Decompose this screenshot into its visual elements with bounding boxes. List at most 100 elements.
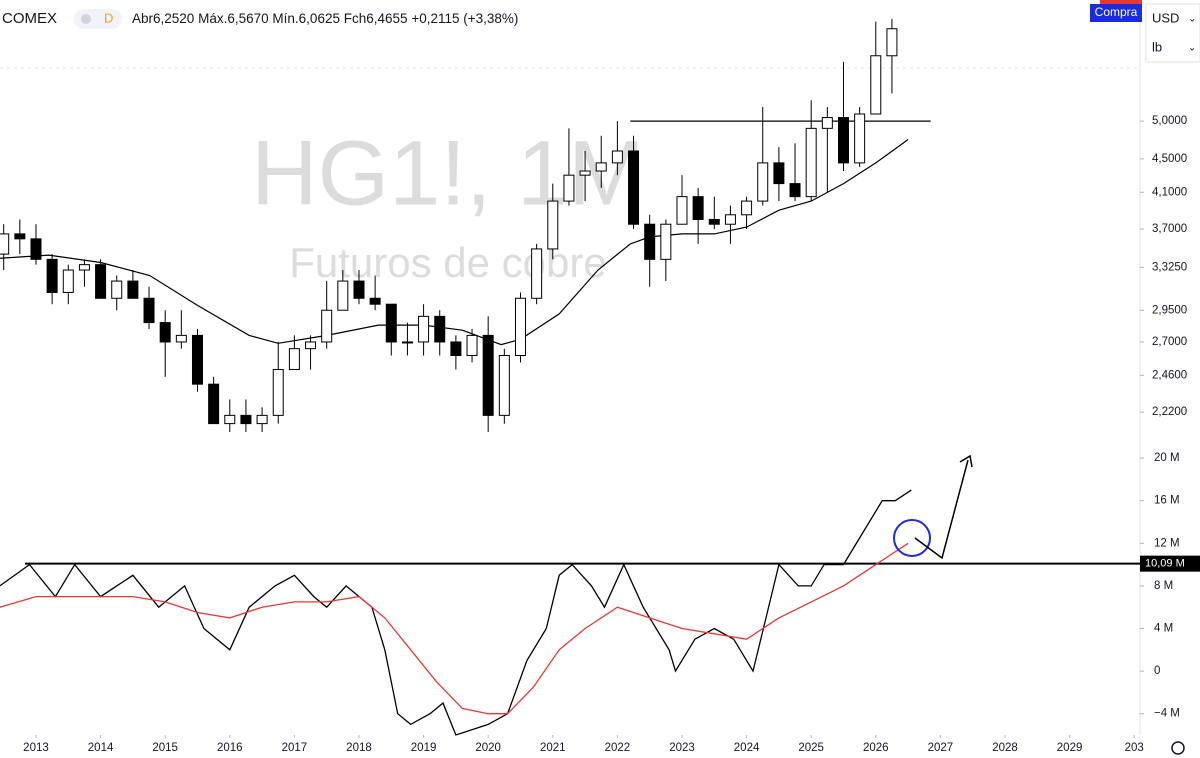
arrow-drawing (914, 459, 969, 560)
candle-body (369, 297, 381, 305)
candle-body (353, 280, 365, 299)
y-tick-label: 2,4600 (1152, 369, 1187, 381)
candle-body (62, 269, 74, 293)
field-value: 6,0625 (299, 11, 340, 26)
candle-body (579, 170, 591, 176)
candle-body (757, 162, 769, 202)
x-tick-label: 2018 (346, 742, 372, 754)
x-tick-label: 2028 (992, 742, 1018, 754)
candle-body (466, 334, 478, 356)
ohlc: Abr6,2520 Máx.6,5670 Mín.6,0625 Fch6,465… (132, 11, 518, 26)
y-tick-label: 2,2200 (1152, 406, 1187, 418)
x-tick-label: 2019 (411, 742, 437, 754)
candle-body (208, 383, 220, 425)
x-tick-label: 2015 (152, 742, 178, 754)
candle-body (531, 248, 543, 299)
field-label: Máx. (198, 11, 227, 26)
watermark: HG1!, 1M Futuros de cobre (251, 122, 645, 286)
change: +0,2115 (+3,38%) (411, 11, 518, 26)
buy-bar (1100, 0, 1142, 4)
candle-body (272, 369, 284, 416)
buy-label: Compra (1095, 5, 1138, 19)
field-value: 6,5670 (227, 11, 268, 26)
x-tick-label: 2029 (1057, 742, 1083, 754)
candle-body (305, 341, 317, 350)
x-tick-label: 203 (1125, 742, 1144, 754)
candle-body (644, 223, 656, 260)
y-tick-label: 0 (1154, 665, 1160, 677)
candle-body (708, 218, 720, 225)
y-tick-label: 4,1000 (1152, 186, 1187, 198)
x-tick-label: 2016 (217, 742, 243, 754)
candle-body (111, 280, 123, 299)
x-tick-label: 2027 (928, 742, 954, 754)
candle-body (498, 354, 510, 416)
candle-body (337, 280, 349, 311)
buy-button[interactable] (1090, 4, 1142, 22)
candle-body (854, 113, 866, 164)
candle-body (886, 28, 898, 57)
candle-body (595, 162, 607, 172)
candle-body (482, 334, 494, 416)
candle-body (401, 341, 413, 344)
dropdown-icon: ⌄ (1188, 43, 1196, 54)
interval-dot (81, 14, 91, 24)
y-tick-label: 16 M (1154, 495, 1180, 507)
x-tick-label: 2017 (282, 742, 308, 754)
settings-icon[interactable] (1171, 741, 1185, 755)
candle-body (773, 162, 785, 185)
symbol: COMEX (2, 10, 57, 27)
x-tick-label: 2026 (863, 742, 889, 754)
x-tick-label: 2020 (475, 742, 501, 754)
candle-body (143, 297, 155, 324)
x-tick-label: 2025 (798, 742, 824, 754)
circle-drawing (893, 519, 931, 557)
watermark-subtitle: Futuros de cobre (289, 239, 607, 286)
x-tick-label: 2021 (540, 742, 566, 754)
candle-body (0, 233, 10, 255)
y-tick-label: 2,9500 (1152, 304, 1187, 316)
field-label: Fch (344, 11, 367, 26)
candle-body (724, 214, 736, 225)
candle-body (256, 414, 268, 425)
dropdown-icon: ⌄ (1188, 14, 1196, 25)
unit[interactable]: lb (1152, 39, 1162, 54)
y-tick-label: 8 M (1154, 580, 1173, 592)
candle-body (159, 322, 171, 343)
candle-body (837, 117, 849, 164)
candle-body (127, 280, 139, 299)
candle-body (175, 334, 187, 343)
candle-body (676, 196, 688, 225)
candle-body (224, 414, 236, 425)
candle-body (789, 183, 801, 198)
price-label: 10,09 M (1145, 558, 1185, 570)
y-tick-label: 2,7000 (1152, 336, 1187, 348)
candle-body (95, 264, 107, 299)
field-value: 6,2520 (153, 11, 194, 26)
candle-body (78, 264, 90, 271)
y-tick-label: 5,0000 (1152, 115, 1187, 127)
candle-body (46, 258, 58, 293)
unit-box (1145, 3, 1200, 63)
currency[interactable]: USD (1152, 10, 1179, 25)
candle-body (741, 200, 753, 216)
indicator-line (0, 542, 909, 715)
x-tick-label: 2014 (88, 742, 114, 754)
field-label: Abr (132, 11, 154, 26)
x-tick-label: 2013 (23, 742, 49, 754)
candle-body (870, 55, 882, 115)
field-label: Mín. (272, 11, 298, 26)
watermark-title: HG1!, 1M (251, 122, 645, 224)
candle-body (321, 309, 333, 343)
candle-body (14, 233, 26, 240)
candle-body (514, 297, 526, 356)
y-tick-label: 20 M (1154, 452, 1180, 464)
y-tick-label: 4 M (1154, 623, 1173, 635)
candle-body (418, 315, 430, 343)
y-tick-label: −4 M (1154, 708, 1180, 720)
y-tick-label: 3,7000 (1152, 223, 1187, 235)
candle-body (692, 196, 704, 220)
y-tick-label: 4,5000 (1152, 153, 1187, 165)
candle-body (191, 334, 203, 385)
